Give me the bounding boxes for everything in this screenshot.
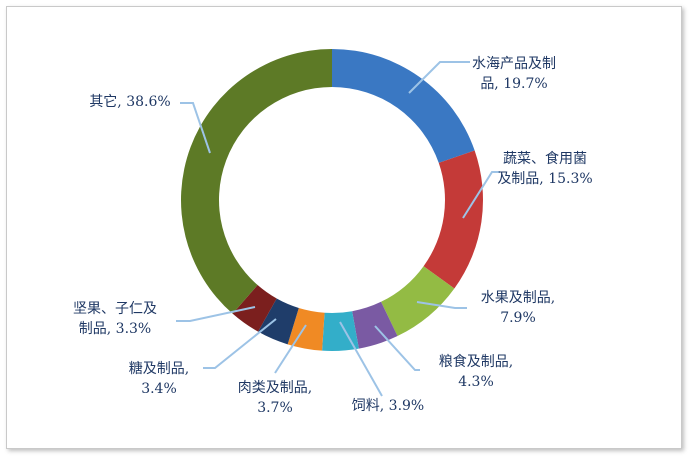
leader-line-5 xyxy=(274,324,307,374)
data-label: 3.7% xyxy=(257,400,293,416)
donut-slice-6 xyxy=(258,298,299,345)
leader-line-1 xyxy=(462,171,500,219)
data-label: 水海产品及制 xyxy=(472,56,556,72)
leader-line-8 xyxy=(180,102,211,154)
data-label: 水果及制品, xyxy=(481,290,555,306)
data-label: 糖及制品, xyxy=(129,361,189,377)
data-label: 坚果、子仁及 xyxy=(73,301,157,317)
donut-slice-7 xyxy=(232,285,277,332)
data-label: 蔬菜、食用菌 xyxy=(503,150,587,167)
data-label: 3.4% xyxy=(141,381,177,397)
data-label: 粮食及制品, xyxy=(439,353,513,370)
donut-slice-8 xyxy=(181,48,332,314)
leader-line-4 xyxy=(339,321,383,397)
data-label: 品, 19.7% xyxy=(480,76,547,92)
leader-line-6 xyxy=(203,318,277,369)
leader-line-2 xyxy=(416,301,467,309)
donut-slice-1 xyxy=(423,150,484,289)
data-label: 其它, 38.6% xyxy=(89,93,170,110)
leader-line-3 xyxy=(374,325,420,371)
data-label: 制品, 3.3% xyxy=(79,321,151,337)
data-label: 7.9% xyxy=(500,310,536,326)
data-label: 及制品, 15.3% xyxy=(497,171,592,187)
donut-slice-0 xyxy=(332,49,475,163)
data-label: 饲料, 3.9% xyxy=(352,398,424,414)
data-label: 4.3% xyxy=(458,374,494,390)
data-label: 肉类及制品, xyxy=(238,380,312,396)
leader-line-0 xyxy=(408,61,470,94)
leader-line-7 xyxy=(176,306,256,322)
